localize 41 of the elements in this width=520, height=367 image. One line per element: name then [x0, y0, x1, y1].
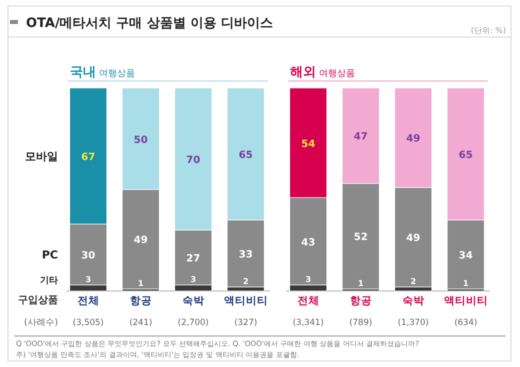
- chart-title: OTA/메타서치 구매 상품별 이용 디바이스: [26, 16, 273, 31]
- series-label: 모바일: [25, 150, 58, 164]
- data-label: 65: [458, 150, 473, 161]
- x-tick-label: 항공 (789): [349, 295, 372, 328]
- data-label: 33: [238, 249, 253, 260]
- data-label: 50: [134, 134, 148, 146]
- data-label: 1: [358, 278, 364, 288]
- x-tick-label: 항공 (241): [129, 295, 152, 328]
- data-label: 54: [301, 138, 316, 150]
- x-tick-label: 숙박 (1,370): [398, 295, 429, 328]
- data-label: 49: [406, 134, 420, 145]
- data-label: 65: [238, 150, 253, 161]
- text: (단위: %): [470, 26, 506, 35]
- data-label: 1: [138, 278, 144, 288]
- x-tick-label: 액티비티 (634): [444, 295, 488, 328]
- data-label: 49: [134, 235, 148, 246]
- chart-subtitle: 국내 여행상품: [70, 65, 135, 80]
- data-label: 27: [186, 254, 200, 265]
- data-label: 1: [462, 278, 469, 288]
- data-label: 2: [242, 276, 249, 286]
- data-label: 2: [410, 276, 416, 286]
- data-label: 70: [186, 155, 200, 166]
- text: (사례수): [24, 318, 58, 328]
- data-label: 3: [85, 274, 92, 284]
- data-label: 52: [354, 232, 368, 244]
- x-tick-label: 전체 (3,341): [292, 295, 324, 328]
- data-label: 49: [406, 233, 420, 244]
- data-label: 3: [305, 274, 312, 284]
- data-label: 30: [81, 250, 96, 262]
- x-tick-label: 전체 (3,505): [72, 295, 104, 328]
- chart-subtitle: 해외 여행상품: [290, 65, 355, 80]
- data-label: 34: [458, 250, 473, 262]
- x-tick-label: 숙박 (2,700): [178, 295, 209, 328]
- data-label: 67: [81, 152, 96, 164]
- text: 구입상품: [18, 295, 58, 306]
- series-label: 기타: [40, 276, 58, 286]
- series-label: PC: [42, 248, 58, 262]
- data-label: 43: [301, 237, 316, 248]
- x-tick-label: 액티비티 (327): [224, 295, 268, 328]
- data-label: 47: [354, 132, 368, 143]
- data-label: 3: [190, 274, 196, 284]
